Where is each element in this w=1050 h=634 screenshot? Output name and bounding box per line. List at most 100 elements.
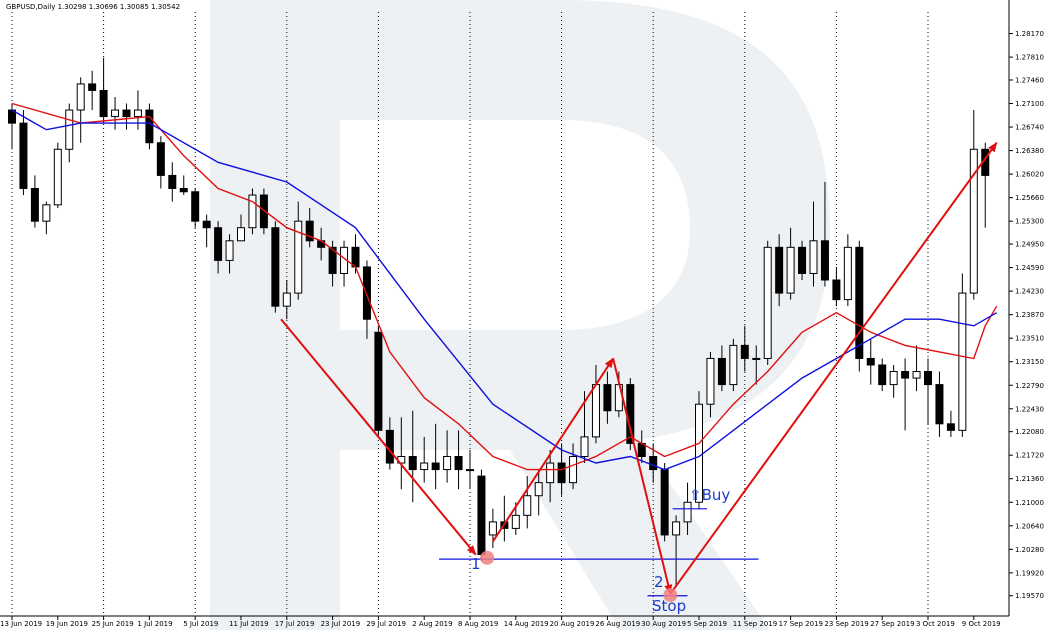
candle: [19, 110, 28, 196]
candle-body-bear: [924, 371, 932, 386]
x-axis: 13 Jun 2019 19 Jun 2019 25 Jun 2019 1 Jul 2…: [0, 616, 1001, 628]
x-tick-label: 26 Aug 2019: [595, 620, 640, 628]
candle: [660, 463, 669, 542]
candle-body-bear: [305, 220, 314, 242]
y-tick-label: 1.24950: [1015, 241, 1044, 249]
candle-body-bear: [408, 456, 417, 471]
candle-body-bull: [248, 194, 257, 229]
candle: [843, 234, 852, 307]
candle-body-bull: [729, 344, 738, 386]
candle-body-bear: [191, 191, 200, 222]
candle: [294, 201, 303, 300]
candle-body-bear: [122, 109, 131, 118]
candle-body-bull: [889, 371, 898, 386]
candle: [946, 410, 955, 437]
stop-label: Stop: [652, 597, 686, 615]
candle: [443, 430, 452, 483]
moving-average-line-2: [11, 109, 998, 471]
candle: [179, 175, 188, 196]
candle: [603, 371, 612, 424]
candle: [729, 338, 738, 392]
candle-body-bear: [454, 456, 463, 471]
y-tick-label: 1.22790: [1015, 382, 1044, 390]
moving-average-line-1: [11, 102, 998, 471]
candle-body-bear: [271, 227, 280, 307]
x-tick-label: 29 Jul 2019: [366, 620, 406, 628]
candle-body-bear: [878, 364, 887, 386]
candle: [901, 358, 910, 431]
candle: [408, 410, 417, 503]
candle-body-bull: [534, 482, 543, 497]
candle: [958, 273, 967, 437]
y-tick-label: 1.25300: [1015, 218, 1044, 226]
candle-body-bear: [946, 423, 955, 431]
moving-averages: [11, 102, 998, 471]
candle: [763, 240, 772, 365]
candle-body-bear: [351, 246, 360, 268]
candle: [191, 188, 200, 228]
candle: [282, 280, 291, 320]
candle: [431, 423, 440, 490]
candle: [76, 77, 85, 143]
candle-body-bull: [76, 83, 85, 111]
candle: [866, 338, 875, 385]
candle-body-bear: [145, 109, 154, 144]
candle-body-bear: [328, 246, 337, 274]
candle-body-bear: [168, 174, 177, 189]
candle: [752, 345, 761, 385]
candle: [855, 240, 864, 372]
trend-arrow: [492, 357, 614, 543]
candle: [546, 449, 555, 503]
point-markers: [480, 550, 678, 603]
candle: [225, 234, 234, 274]
candle: [717, 345, 726, 392]
point-marker-2: [663, 588, 678, 603]
candle: [798, 240, 807, 281]
y-tick-label: 1.28170: [1015, 30, 1044, 38]
point-2-label: 2: [654, 573, 664, 591]
candle: [740, 325, 749, 372]
x-tick-label: 23 Sep 2019: [824, 620, 868, 628]
candle-body-bull: [111, 109, 120, 118]
candle-body-bear: [317, 240, 326, 248]
y-tick-label: 1.27810: [1015, 54, 1044, 62]
x-tick-label: 8 Aug 2019: [458, 620, 498, 628]
y-tick-label: 1.24590: [1015, 264, 1044, 272]
x-tick-label: 1 Jul 2019: [137, 620, 172, 628]
candle: [809, 201, 818, 287]
candle-body-bull: [488, 521, 497, 536]
candle-body-bear: [820, 240, 829, 281]
x-tick-label: 2 Aug 2019: [412, 620, 452, 628]
candle: [8, 103, 16, 150]
candle-body-bull: [786, 246, 795, 294]
candle-body-bull: [65, 109, 74, 150]
candle: [878, 358, 887, 392]
y-axis: 1.28170 1.27810 1.27460 1.27100 1.26740 1.263…: [1009, 30, 1044, 600]
x-tick-label: 13 Jun 2019: [0, 620, 42, 628]
y-tick-label: 1.19570: [1015, 592, 1044, 600]
candle-body-bear: [179, 187, 188, 193]
candle-body-bull: [912, 371, 921, 379]
trend-arrow: [612, 358, 673, 595]
y-tick-label: 1.26020: [1015, 171, 1044, 179]
candle: [672, 515, 681, 588]
candle: [214, 221, 223, 274]
candles: [8, 57, 990, 588]
candle-body-bear: [374, 331, 383, 431]
y-tick-label: 1.22430: [1015, 405, 1044, 413]
candle-body-bull: [591, 384, 600, 438]
buy-label: ⇧Buy: [689, 486, 730, 504]
candle-body-bull: [958, 292, 967, 431]
candle-body-bull: [683, 501, 692, 523]
candle: [305, 208, 314, 248]
candle-body-bull: [546, 462, 555, 484]
candle-body-bear: [717, 357, 726, 386]
candle: [237, 214, 245, 242]
candle-body-bear: [259, 194, 268, 229]
candle-body-bull: [53, 148, 62, 206]
y-tick-label: 1.26740: [1015, 124, 1044, 132]
candle-body-bear: [431, 462, 440, 471]
candle: [248, 188, 257, 235]
candle-body-bear: [866, 357, 875, 366]
